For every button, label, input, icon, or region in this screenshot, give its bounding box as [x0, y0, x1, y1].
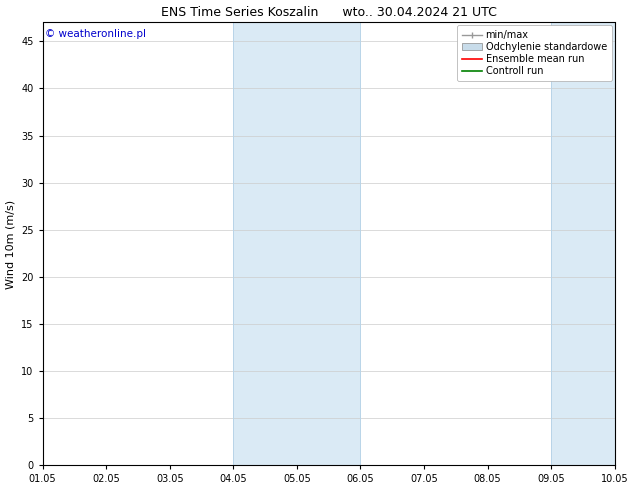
Bar [233, 23, 360, 466]
Text: © weatheronline.pl: © weatheronline.pl [46, 29, 146, 39]
Legend: min/max, Odchylenie standardowe, Ensemble mean run, Controll run: min/max, Odchylenie standardowe, Ensembl… [457, 25, 612, 81]
Y-axis label: Wind 10m (m/s): Wind 10m (m/s) [6, 199, 16, 289]
Bar [551, 23, 614, 466]
Title: ENS Time Series Koszalin      wto.. 30.04.2024 21 UTC: ENS Time Series Koszalin wto.. 30.04.202… [160, 5, 496, 19]
